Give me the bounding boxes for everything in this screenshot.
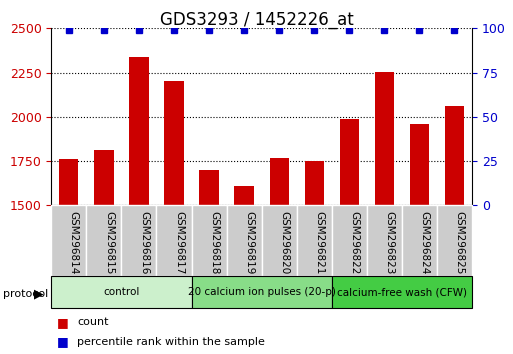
Text: calcium-free wash (CFW): calcium-free wash (CFW) <box>337 287 467 297</box>
Text: GSM296825: GSM296825 <box>455 211 464 274</box>
Bar <box>191 205 227 276</box>
Bar <box>227 205 262 276</box>
Text: GSM296814: GSM296814 <box>69 211 79 274</box>
Text: GSM296815: GSM296815 <box>104 211 114 274</box>
Bar <box>402 205 437 276</box>
Bar <box>94 150 113 205</box>
Bar <box>51 276 191 308</box>
Bar <box>51 205 86 276</box>
Text: GSM296820: GSM296820 <box>279 211 289 274</box>
Bar <box>437 205 472 276</box>
Bar <box>59 159 78 205</box>
Bar <box>305 161 324 205</box>
Text: GSM296819: GSM296819 <box>244 211 254 274</box>
Bar <box>164 81 184 205</box>
Bar <box>374 72 394 205</box>
Text: count: count <box>77 317 108 327</box>
Bar <box>332 205 367 276</box>
Bar <box>86 205 122 276</box>
Text: control: control <box>103 287 140 297</box>
Bar <box>200 170 219 205</box>
Text: 20 calcium ion pulses (20-p): 20 calcium ion pulses (20-p) <box>188 287 336 297</box>
Bar <box>269 158 289 205</box>
Text: GSM296816: GSM296816 <box>139 211 149 274</box>
Bar <box>367 205 402 276</box>
Bar <box>129 57 149 205</box>
Text: percentile rank within the sample: percentile rank within the sample <box>77 337 265 347</box>
Text: GSM296817: GSM296817 <box>174 211 184 274</box>
Text: ▶: ▶ <box>34 287 44 300</box>
Bar <box>340 119 359 205</box>
Bar <box>122 205 156 276</box>
Bar <box>410 124 429 205</box>
Text: GSM296818: GSM296818 <box>209 211 219 274</box>
Text: GSM296823: GSM296823 <box>384 211 394 274</box>
Text: GDS3293 / 1452226_at: GDS3293 / 1452226_at <box>160 11 353 29</box>
Text: GSM296821: GSM296821 <box>314 211 324 274</box>
Text: ■: ■ <box>56 316 68 329</box>
Text: protocol: protocol <box>3 289 48 299</box>
Bar <box>445 106 464 205</box>
Bar <box>191 276 332 308</box>
Bar <box>156 205 191 276</box>
Bar <box>262 205 297 276</box>
Text: GSM296824: GSM296824 <box>419 211 429 274</box>
Text: GSM296822: GSM296822 <box>349 211 359 274</box>
Text: ■: ■ <box>56 335 68 348</box>
Bar <box>297 205 332 276</box>
Bar <box>332 276 472 308</box>
Bar <box>234 186 254 205</box>
